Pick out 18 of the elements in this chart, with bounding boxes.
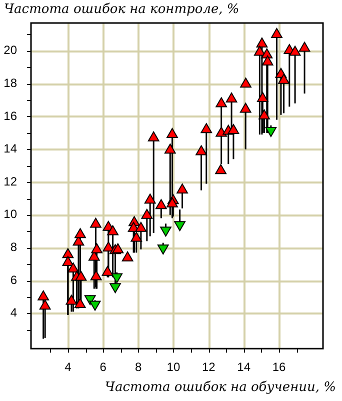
y-tick-label: 10 <box>4 207 18 222</box>
y-tick-label: 20 <box>4 43 18 58</box>
x-axis-title: Частота ошибок на обучении, % <box>104 380 336 395</box>
y-tick-label: 8 <box>10 240 18 254</box>
y-axis-title: Частота ошибок на контроле, % <box>4 2 240 17</box>
x-tick-label: 16 <box>272 360 286 374</box>
x-tick-label: 14 <box>237 360 251 374</box>
y-tick-label: 12 <box>4 174 18 188</box>
y-tick-label: 18 <box>4 76 18 90</box>
x-tick-label: 6 <box>100 360 107 374</box>
x-tick-label: 8 <box>134 360 142 374</box>
y-tick-label: 6 <box>10 272 18 287</box>
y-tick-label: 16 <box>4 108 18 123</box>
x-tick-label: 12 <box>202 360 216 374</box>
x-tick-label: 4 <box>64 360 72 374</box>
y-tick-label: 14 <box>4 142 18 156</box>
x-tick-label: 10 <box>166 360 180 374</box>
y-tick-label: 4 <box>10 306 18 320</box>
